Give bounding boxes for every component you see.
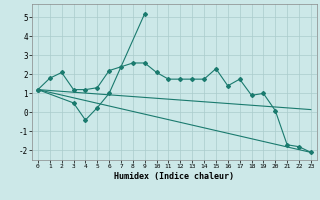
X-axis label: Humidex (Indice chaleur): Humidex (Indice chaleur) bbox=[115, 172, 234, 181]
